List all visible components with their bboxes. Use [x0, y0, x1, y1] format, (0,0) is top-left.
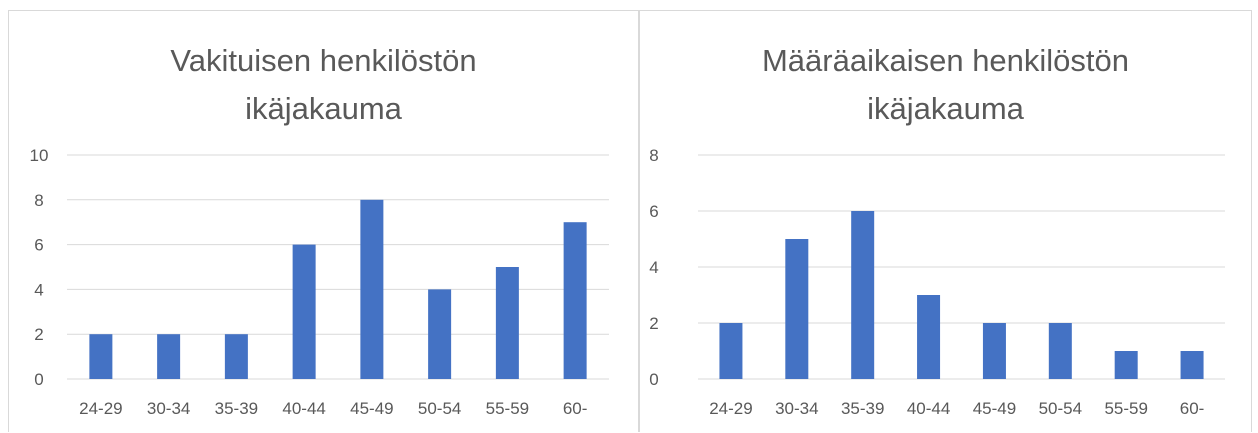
- y-tick-label: 8: [34, 191, 43, 210]
- bar-35-39: [224, 334, 248, 379]
- y-tick-label: 0: [34, 370, 43, 389]
- bar-45-49: [982, 323, 1006, 379]
- x-tick-label: 55-59: [486, 399, 529, 418]
- y-tick-label: 4: [34, 280, 43, 299]
- bar-30-34: [157, 334, 181, 379]
- x-tick-label: 55-59: [1104, 399, 1147, 418]
- x-tick-label: 30-34: [147, 399, 190, 418]
- x-tick-label: 45-49: [973, 399, 1016, 418]
- x-tick-label: 50-54: [1039, 399, 1082, 418]
- y-tick-label: 6: [649, 202, 658, 221]
- chart-title-line-2: ikäjakauma: [867, 91, 1024, 126]
- y-tick-label: 2: [649, 314, 658, 333]
- x-tick-label: 24-29: [709, 399, 752, 418]
- y-tick-label: 8: [649, 146, 658, 165]
- x-tick-label: 60-: [1180, 399, 1205, 418]
- x-tick-label: 50-54: [418, 399, 461, 418]
- chart-title: Vakituisen henkilöstön ikäjakauma: [9, 37, 638, 133]
- x-tick-label: 60-: [563, 399, 588, 418]
- y-tick-label: 0: [649, 370, 658, 389]
- chart-title-line-1: Määräaikaisen henkilöstön: [761, 43, 1130, 78]
- x-tick-label: 35-39: [841, 399, 884, 418]
- bar-45-49: [360, 199, 384, 379]
- bar-35-39: [851, 211, 875, 379]
- x-tick-label: 30-34: [775, 399, 818, 418]
- bar-chart-plot: 0 2 4 6 8 24-29 30-34 35-39 40-44 45-49 50-54 55-59…: [649, 146, 1225, 418]
- y-tick-label: 6: [34, 236, 43, 255]
- y-tick-label: 4: [649, 258, 658, 277]
- chart-title: Määräaikaisen henkilöstön ikäjakauma: [640, 37, 1251, 133]
- bar-50-54: [1048, 323, 1072, 379]
- bar-55-59: [1114, 351, 1138, 379]
- y-tick-label: 10: [30, 146, 49, 165]
- y-tick-label: 2: [34, 325, 43, 344]
- x-tick-label: 45-49: [350, 399, 393, 418]
- bar-55-59: [495, 267, 519, 379]
- x-tick-label: 40-44: [907, 399, 950, 418]
- bar-24-29: [89, 334, 113, 379]
- x-tick-label: 24-29: [79, 399, 122, 418]
- chart-panel-permanent-staff: Vakituisen henkilöstön ikäjakauma 0 2 4 6 8 1…: [8, 10, 639, 432]
- bar-60-: [563, 222, 587, 379]
- bar-50-54: [428, 289, 452, 379]
- bar-40-44: [917, 295, 941, 379]
- x-tick-label: 40-44: [282, 399, 325, 418]
- bar-24-29: [719, 323, 743, 379]
- bar-30-34: [785, 239, 809, 379]
- bar-60-: [1180, 351, 1204, 379]
- bar-40-44: [292, 244, 316, 379]
- bar-chart-plot: 0 2 4 6 8 10 24-29 30-34 35-39 40-44 45-49 50-54 55-…: [30, 146, 609, 418]
- x-tick-label: 35-39: [215, 399, 258, 418]
- chart-title-line-2: ikäjakauma: [245, 91, 402, 126]
- chart-title-line-1: Vakituisen henkilöstön: [170, 43, 477, 78]
